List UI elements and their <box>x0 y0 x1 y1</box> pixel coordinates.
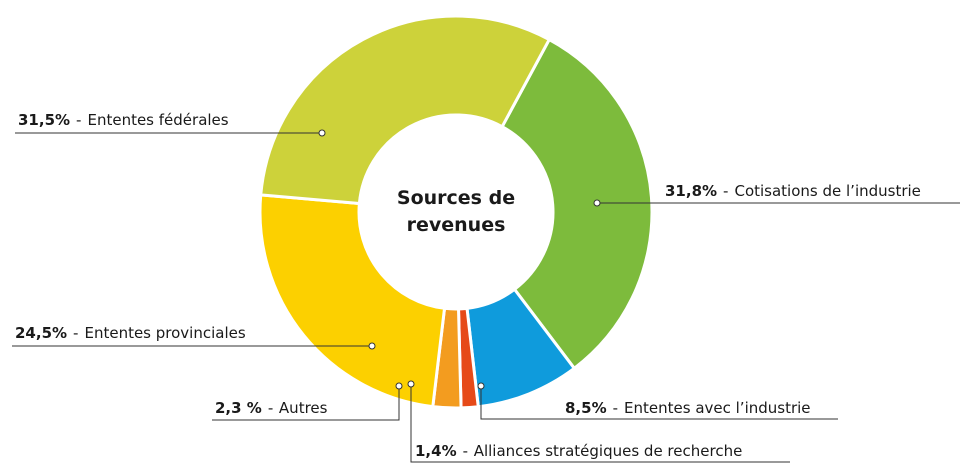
category-label: Alliances stratégiques de recherche <box>474 442 743 460</box>
category-label: Autres <box>279 399 328 417</box>
slice-label: 1,4% - Alliances stratégiques de recherche <box>415 442 742 460</box>
slice-label: 8,5% - Ententes avec l’industrie <box>565 399 811 417</box>
slice <box>500 37 654 371</box>
value-label: 1,4% <box>415 442 457 460</box>
value-label: 24,5% <box>15 324 67 342</box>
leader-line <box>410 384 790 463</box>
value-label: 8,5% <box>565 399 607 417</box>
slice-label: 24,5% - Ententes provinciales <box>15 324 246 342</box>
separator: - <box>268 399 273 417</box>
separator: - <box>463 442 468 460</box>
category-label: Ententes avec l’industrie <box>624 399 811 417</box>
leader-dot <box>318 129 326 137</box>
leader-dot <box>368 342 376 350</box>
leader-dot <box>593 199 601 207</box>
value-label: 31,5% <box>18 111 70 129</box>
center-title-box: Sources de revenues <box>396 187 516 236</box>
slices <box>258 14 654 410</box>
separator: - <box>723 182 728 200</box>
slice-label: 2,3 % - Autres <box>215 399 328 417</box>
category-label: Ententes fédérales <box>87 111 228 129</box>
separator: - <box>613 399 618 417</box>
leader-dot <box>395 382 403 390</box>
leader-line <box>480 386 838 420</box>
slice-label: 31,8% - Cotisations de l’industrie <box>665 182 921 200</box>
separator: - <box>73 324 78 342</box>
slice <box>259 14 552 206</box>
value-label: 2,3 % <box>215 399 262 417</box>
slice <box>258 193 447 409</box>
category-label: Ententes provinciales <box>84 324 245 342</box>
slice-label: 31,5% - Ententes fédérales <box>18 111 229 129</box>
separator: - <box>76 111 81 129</box>
leader-line <box>212 386 400 421</box>
leader-dot <box>477 382 485 390</box>
category-label: Cotisations de l’industrie <box>734 182 920 200</box>
leader-dot <box>407 380 415 388</box>
chart-title: Sources de revenues <box>396 187 516 236</box>
value-label: 31,8% <box>665 182 717 200</box>
